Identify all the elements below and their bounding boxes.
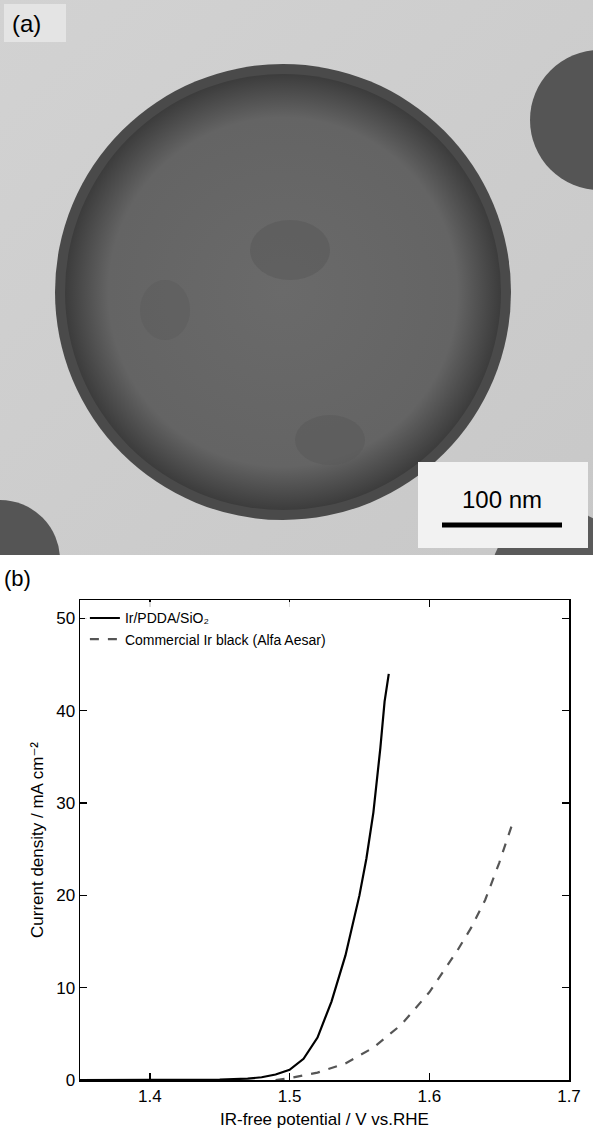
svg-text:(b): (b) xyxy=(4,566,31,591)
svg-text:Current density / mA cm⁻²: Current density / mA cm⁻² xyxy=(28,742,47,938)
svg-text:1.4: 1.4 xyxy=(138,1087,162,1106)
svg-text:40: 40 xyxy=(56,702,75,721)
svg-text:0: 0 xyxy=(66,1071,75,1090)
svg-text:20: 20 xyxy=(56,886,75,905)
svg-text:IR-free potential / V vs.RHE: IR-free potential / V vs.RHE xyxy=(220,1110,429,1129)
svg-text:1.5: 1.5 xyxy=(278,1087,302,1106)
svg-text:Commercial Ir black (Alfa Aesa: Commercial Ir black (Alfa Aesar) xyxy=(125,632,326,648)
svg-text:1.6: 1.6 xyxy=(417,1087,441,1106)
svg-text:(a): (a) xyxy=(12,10,41,37)
svg-text:1.7: 1.7 xyxy=(557,1087,581,1106)
svg-text:100 nm: 100 nm xyxy=(462,486,542,513)
svg-text:30: 30 xyxy=(56,794,75,813)
svg-text:Ir/PDDA/SiO₂: Ir/PDDA/SiO₂ xyxy=(125,610,209,626)
svg-text:50: 50 xyxy=(56,609,75,628)
svg-text:10: 10 xyxy=(56,979,75,998)
